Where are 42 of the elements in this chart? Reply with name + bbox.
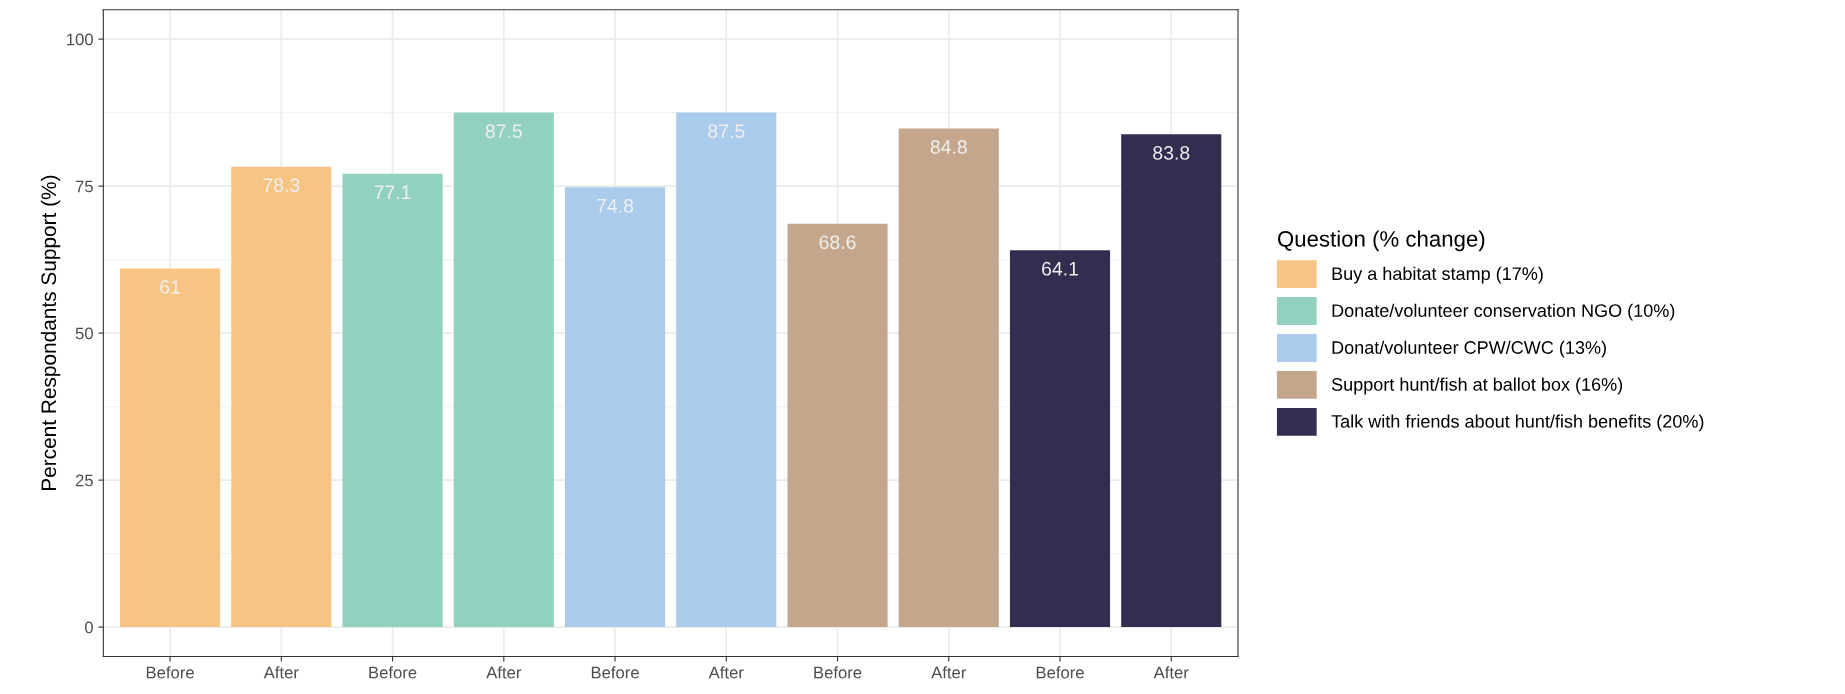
x-tick-label: Before [369, 666, 417, 679]
y-axis-title: Percent Respondants Support (%) [40, 175, 61, 491]
bar [453, 112, 554, 628]
x-tick-label: After [708, 666, 744, 679]
data-label: 68.6 [819, 235, 856, 250]
bar [1121, 134, 1222, 628]
data-label: 77.1 [374, 185, 411, 199]
data-label: 78.3 [263, 178, 300, 193]
data-label: 84.8 [930, 140, 967, 154]
data-label: 87.5 [708, 124, 745, 139]
y-tick-label: 50 [75, 327, 93, 340]
bar [120, 268, 221, 628]
legend-title: Question (% change) [1277, 230, 1485, 252]
legend-label: Donate/volunteer conservation NGO (10%) [1332, 303, 1675, 321]
y-tick-label: 100 [67, 33, 93, 46]
x-tick-label: After [263, 666, 299, 679]
legend-label: Buy a habitat stamp (17%) [1332, 266, 1543, 284]
x-tick-label: Before [146, 666, 194, 679]
y-tick-label: 25 [75, 474, 93, 487]
legend-label: Support hunt/fish at ballot box (16%) [1331, 377, 1623, 395]
y-tick-label: 0 [84, 621, 93, 634]
bar [676, 112, 777, 628]
x-tick-label: Before [1036, 666, 1084, 679]
y-tick-label: 75 [75, 180, 93, 193]
data-label: 87.5 [485, 124, 522, 139]
bar [787, 223, 888, 628]
x-tick-label: Before [591, 666, 639, 679]
bar [564, 187, 666, 628]
data-label: 83.8 [1153, 146, 1190, 160]
data-label: 64.1 [1042, 261, 1078, 276]
data-label: 61 [160, 280, 180, 294]
data-label: 74.8 [597, 198, 634, 213]
bar [231, 166, 332, 628]
x-tick-label: After [1153, 666, 1189, 679]
legend-label: Talk with friends about hunt/fish benefits (20%) [1331, 414, 1704, 432]
x-tick-label: Before [814, 666, 862, 679]
bar [898, 128, 999, 628]
x-tick-label: After [931, 666, 967, 679]
x-tick-label: After [486, 666, 522, 679]
bar [1009, 250, 1111, 628]
legend-label: Donat/volunteer CPW/CWC (13%) [1332, 340, 1606, 358]
bar [342, 173, 443, 628]
